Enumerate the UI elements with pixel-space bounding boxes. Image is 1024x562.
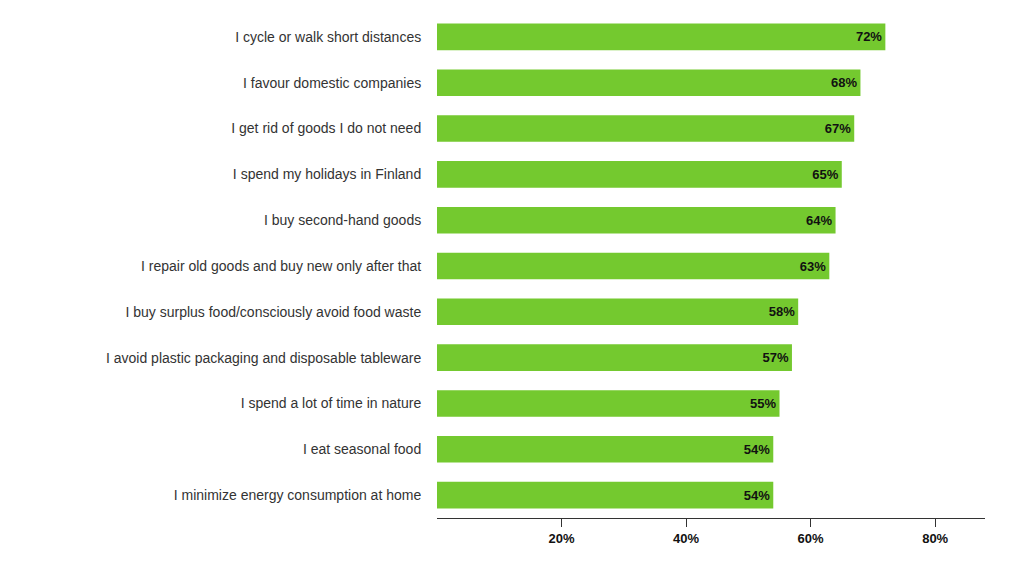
svg-text:I favour domestic companies: I favour domestic companies	[243, 75, 421, 91]
svg-text:20%: 20%	[549, 531, 575, 546]
svg-text:55%: 55%	[750, 396, 776, 411]
svg-text:I repair old goods and buy new: I repair old goods and buy new only afte…	[141, 258, 421, 274]
svg-text:54%: 54%	[744, 442, 770, 457]
svg-text:60%: 60%	[798, 531, 824, 546]
svg-text:64%: 64%	[806, 213, 832, 228]
svg-text:63%: 63%	[800, 259, 826, 274]
svg-text:68%: 68%	[831, 75, 857, 90]
svg-text:I minimize energy consumption: I minimize energy consumption at home	[174, 487, 422, 503]
svg-text:I cycle or walk short distance: I cycle or walk short distances	[235, 29, 421, 45]
svg-text:54%: 54%	[744, 488, 770, 503]
svg-text:80%: 80%	[922, 531, 948, 546]
svg-text:67%: 67%	[825, 121, 851, 136]
svg-text:72%: 72%	[856, 29, 882, 44]
svg-text:I avoid plastic packaging and: I avoid plastic packaging and disposable…	[106, 350, 421, 366]
svg-text:I buy second-hand goods: I buy second-hand goods	[264, 212, 421, 228]
svg-text:58%: 58%	[769, 304, 795, 319]
svg-text:I spend a lot of time in natur: I spend a lot of time in nature	[241, 395, 422, 411]
svg-text:57%: 57%	[762, 350, 788, 365]
svg-text:I get rid of goods I do not ne: I get rid of goods I do not need	[231, 120, 421, 136]
svg-text:I eat seasonal food: I eat seasonal food	[303, 441, 421, 457]
svg-text:I buy surplus food/consciously: I buy surplus food/consciously avoid foo…	[125, 304, 421, 320]
svg-text:I spend my holidays in Finland: I spend my holidays in Finland	[233, 166, 421, 182]
svg-text:65%: 65%	[812, 167, 838, 182]
svg-text:40%: 40%	[673, 531, 699, 546]
